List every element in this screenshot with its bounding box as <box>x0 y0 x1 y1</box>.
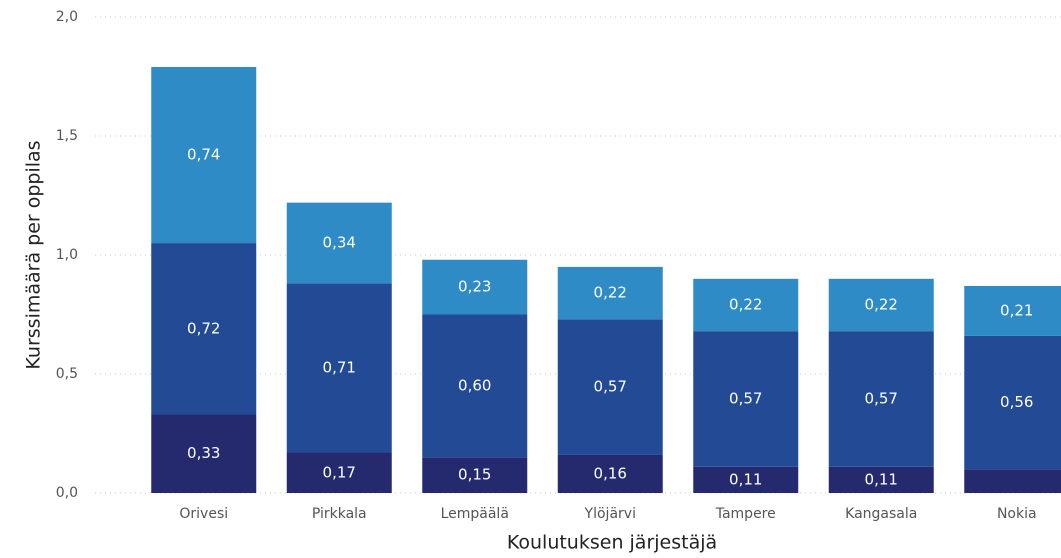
data-label: 0,22 <box>594 284 627 302</box>
bar-segment <box>828 278 934 332</box>
data-label: 0,22 <box>729 295 762 313</box>
x-axis-title: Koulutuksen järjestäjä <box>507 532 717 554</box>
bar-segment <box>964 469 1061 493</box>
bar-segment <box>151 66 257 244</box>
bar-segment <box>828 466 934 493</box>
bar-segment <box>286 452 392 493</box>
bar-segment <box>422 259 528 315</box>
data-label: 0,57 <box>729 389 762 407</box>
bar-segment <box>557 454 663 493</box>
data-label: 0,33 <box>187 444 220 462</box>
data-label: 0,15 <box>458 466 491 484</box>
data-label: 0,56 <box>1000 393 1033 411</box>
y-tick-label: 2,0 <box>56 9 78 25</box>
bar-segment <box>151 243 257 415</box>
x-tick-label: Kangasala <box>845 506 917 522</box>
data-label: 0,71 <box>323 359 356 377</box>
data-label: 0,22 <box>865 295 898 313</box>
bar-segment <box>828 331 934 467</box>
data-label: 0,57 <box>865 389 898 407</box>
y-tick-label: 1,0 <box>56 247 78 263</box>
x-tick-label: Tampere <box>715 506 776 522</box>
bar-segment <box>693 466 799 493</box>
data-label: 0,34 <box>323 234 356 252</box>
y-tick-label: 0,5 <box>56 366 78 382</box>
data-label: 0,72 <box>187 319 220 337</box>
bar-segment <box>964 285 1061 336</box>
bar-segment <box>151 414 257 493</box>
data-label: 0,16 <box>594 464 627 482</box>
bar-segment <box>422 457 528 493</box>
data-label: 0,11 <box>865 470 898 488</box>
data-label: 0,11 <box>729 470 762 488</box>
x-tick-label: Nokia <box>997 506 1037 522</box>
data-label: 0,23 <box>458 278 491 296</box>
x-tick-label: Orivesi <box>179 506 228 522</box>
y-axis-title: Kurssimäärä per oppilas <box>23 140 45 369</box>
bar-segment <box>557 319 663 455</box>
bar-segment <box>964 335 1061 470</box>
bar-segment <box>693 331 799 467</box>
data-label: 0,57 <box>594 378 627 396</box>
x-tick-label: Lempäälä <box>441 506 509 522</box>
data-label: 0,60 <box>458 376 491 394</box>
bar-segment <box>557 266 663 320</box>
bar-segment <box>422 314 528 458</box>
y-tick-label: 0,0 <box>56 485 78 501</box>
bar-segment <box>286 283 392 453</box>
data-label: 0,21 <box>1000 301 1033 319</box>
x-tick-label: Pirkkala <box>312 506 367 522</box>
data-label: 0,74 <box>187 146 220 164</box>
x-tick-label: Ylöjärvi <box>584 506 636 522</box>
data-label: 0,17 <box>323 463 356 481</box>
y-tick-label: 1,5 <box>56 128 78 144</box>
bar-segment <box>286 202 392 284</box>
bar-segment <box>693 278 799 332</box>
